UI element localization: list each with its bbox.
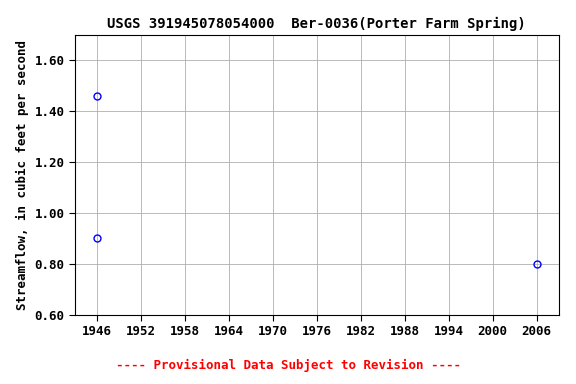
Text: ---- Provisional Data Subject to Revision ----: ---- Provisional Data Subject to Revisio… [116,359,460,372]
Title: USGS 391945078054000  Ber-0036(Porter Farm Spring): USGS 391945078054000 Ber-0036(Porter Far… [108,17,526,31]
Y-axis label: Streamflow, in cubic feet per second: Streamflow, in cubic feet per second [16,40,29,310]
